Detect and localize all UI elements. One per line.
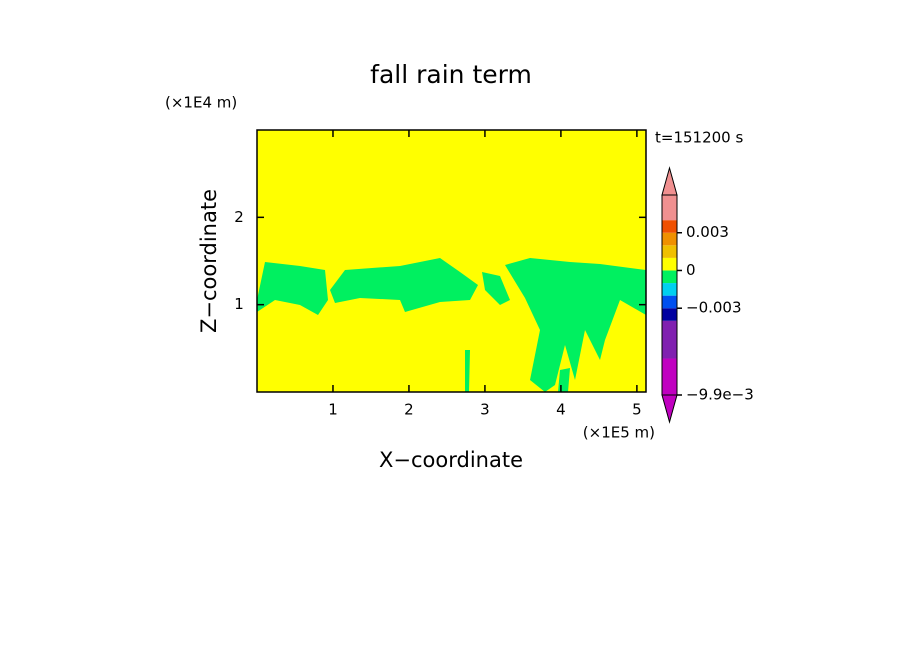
plot-frame <box>256 129 647 393</box>
colorbar-over <box>661 166 678 196</box>
colorbar-box <box>662 220 677 233</box>
colorbar-tick-label: −0.003 <box>686 299 742 317</box>
field-region <box>257 258 646 392</box>
colorbar-box <box>662 308 677 321</box>
colorbar-box <box>662 358 677 395</box>
y-axis-label: Z−coordinate <box>197 189 221 333</box>
x-tick-label: 2 <box>404 401 414 419</box>
chart-title: fall rain term <box>370 60 532 89</box>
colorbar-box <box>662 320 677 359</box>
colorbar-tick-label: 0.003 <box>686 223 729 241</box>
field-background <box>257 130 646 392</box>
colorbar-box <box>662 295 677 309</box>
y-tick-label: 1 <box>234 295 244 313</box>
time-annotation: t=151200 s <box>655 129 743 147</box>
x-tick-label: 3 <box>480 401 490 419</box>
colorbar-under <box>661 394 678 424</box>
colorbar-frame <box>661 194 678 396</box>
y-unit: (×1E4 m) <box>165 94 237 112</box>
colorbar-box <box>662 245 677 258</box>
colorbar-box <box>662 270 677 284</box>
x-tick-label: 1 <box>328 401 338 419</box>
colorbar-box <box>662 283 677 296</box>
colorbar-tick-label: −9.9e−3 <box>686 386 754 404</box>
y-tick-label: 2 <box>234 208 244 226</box>
colorbar-tick-label: 0 <box>686 261 696 279</box>
colorbar-box <box>662 257 677 271</box>
colorbar-box <box>662 195 677 221</box>
colorbar-box <box>662 232 677 246</box>
x-tick-label: 5 <box>632 401 642 419</box>
x-unit: (×1E5 m) <box>583 424 655 442</box>
x-tick-label: 4 <box>556 401 566 419</box>
x-axis-label: X−coordinate <box>379 448 523 472</box>
